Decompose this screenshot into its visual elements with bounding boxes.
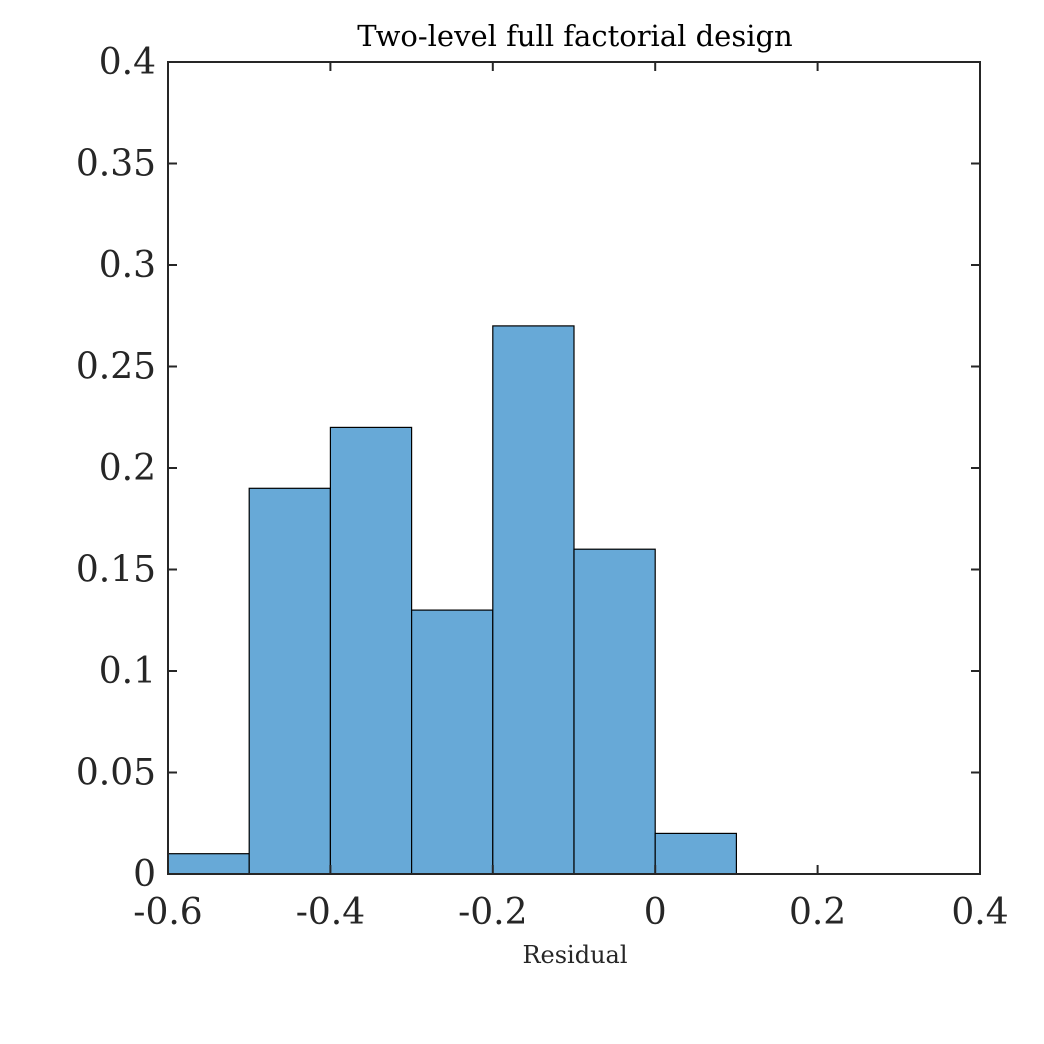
y-tick-label: 0.05 — [76, 753, 156, 794]
chart-title: Two-level full factorial design — [357, 19, 792, 53]
y-tick-label: 0 — [133, 854, 156, 895]
x-tick-label: -0.2 — [458, 892, 527, 933]
histogram-bar — [329, 426, 413, 875]
x-axis-label: Residual — [522, 941, 627, 969]
histogram-bar — [654, 832, 738, 875]
y-tick-label: 0.4 — [99, 42, 156, 83]
histogram-bar — [167, 853, 250, 875]
histogram-bar — [573, 548, 656, 875]
x-tick-label: -0.6 — [133, 892, 202, 933]
y-tick-label: 0.1 — [99, 651, 156, 692]
bars-group — [167, 325, 738, 875]
histogram-bar — [492, 325, 575, 875]
ticks-group: -0.6 -0.4 -0.2 0 0.2 0.4 0 0.05 0.1 0.15 0.2 0.25 0.… — [76, 42, 1009, 933]
histogram-bar — [411, 609, 494, 875]
y-tick-label: 0.25 — [76, 347, 156, 388]
x-tick-label: -0.4 — [296, 892, 365, 933]
y-tick-label: 0.3 — [99, 245, 156, 286]
y-tick-label: 0.35 — [76, 144, 156, 185]
x-tick-label: 0.4 — [951, 892, 1008, 933]
histogram-bar — [248, 487, 331, 875]
x-tick-label: 0 — [644, 892, 667, 933]
y-tick-label: 0.15 — [76, 550, 156, 591]
y-tick-label: 0.2 — [99, 448, 156, 489]
x-tick-label: 0.2 — [789, 892, 846, 933]
